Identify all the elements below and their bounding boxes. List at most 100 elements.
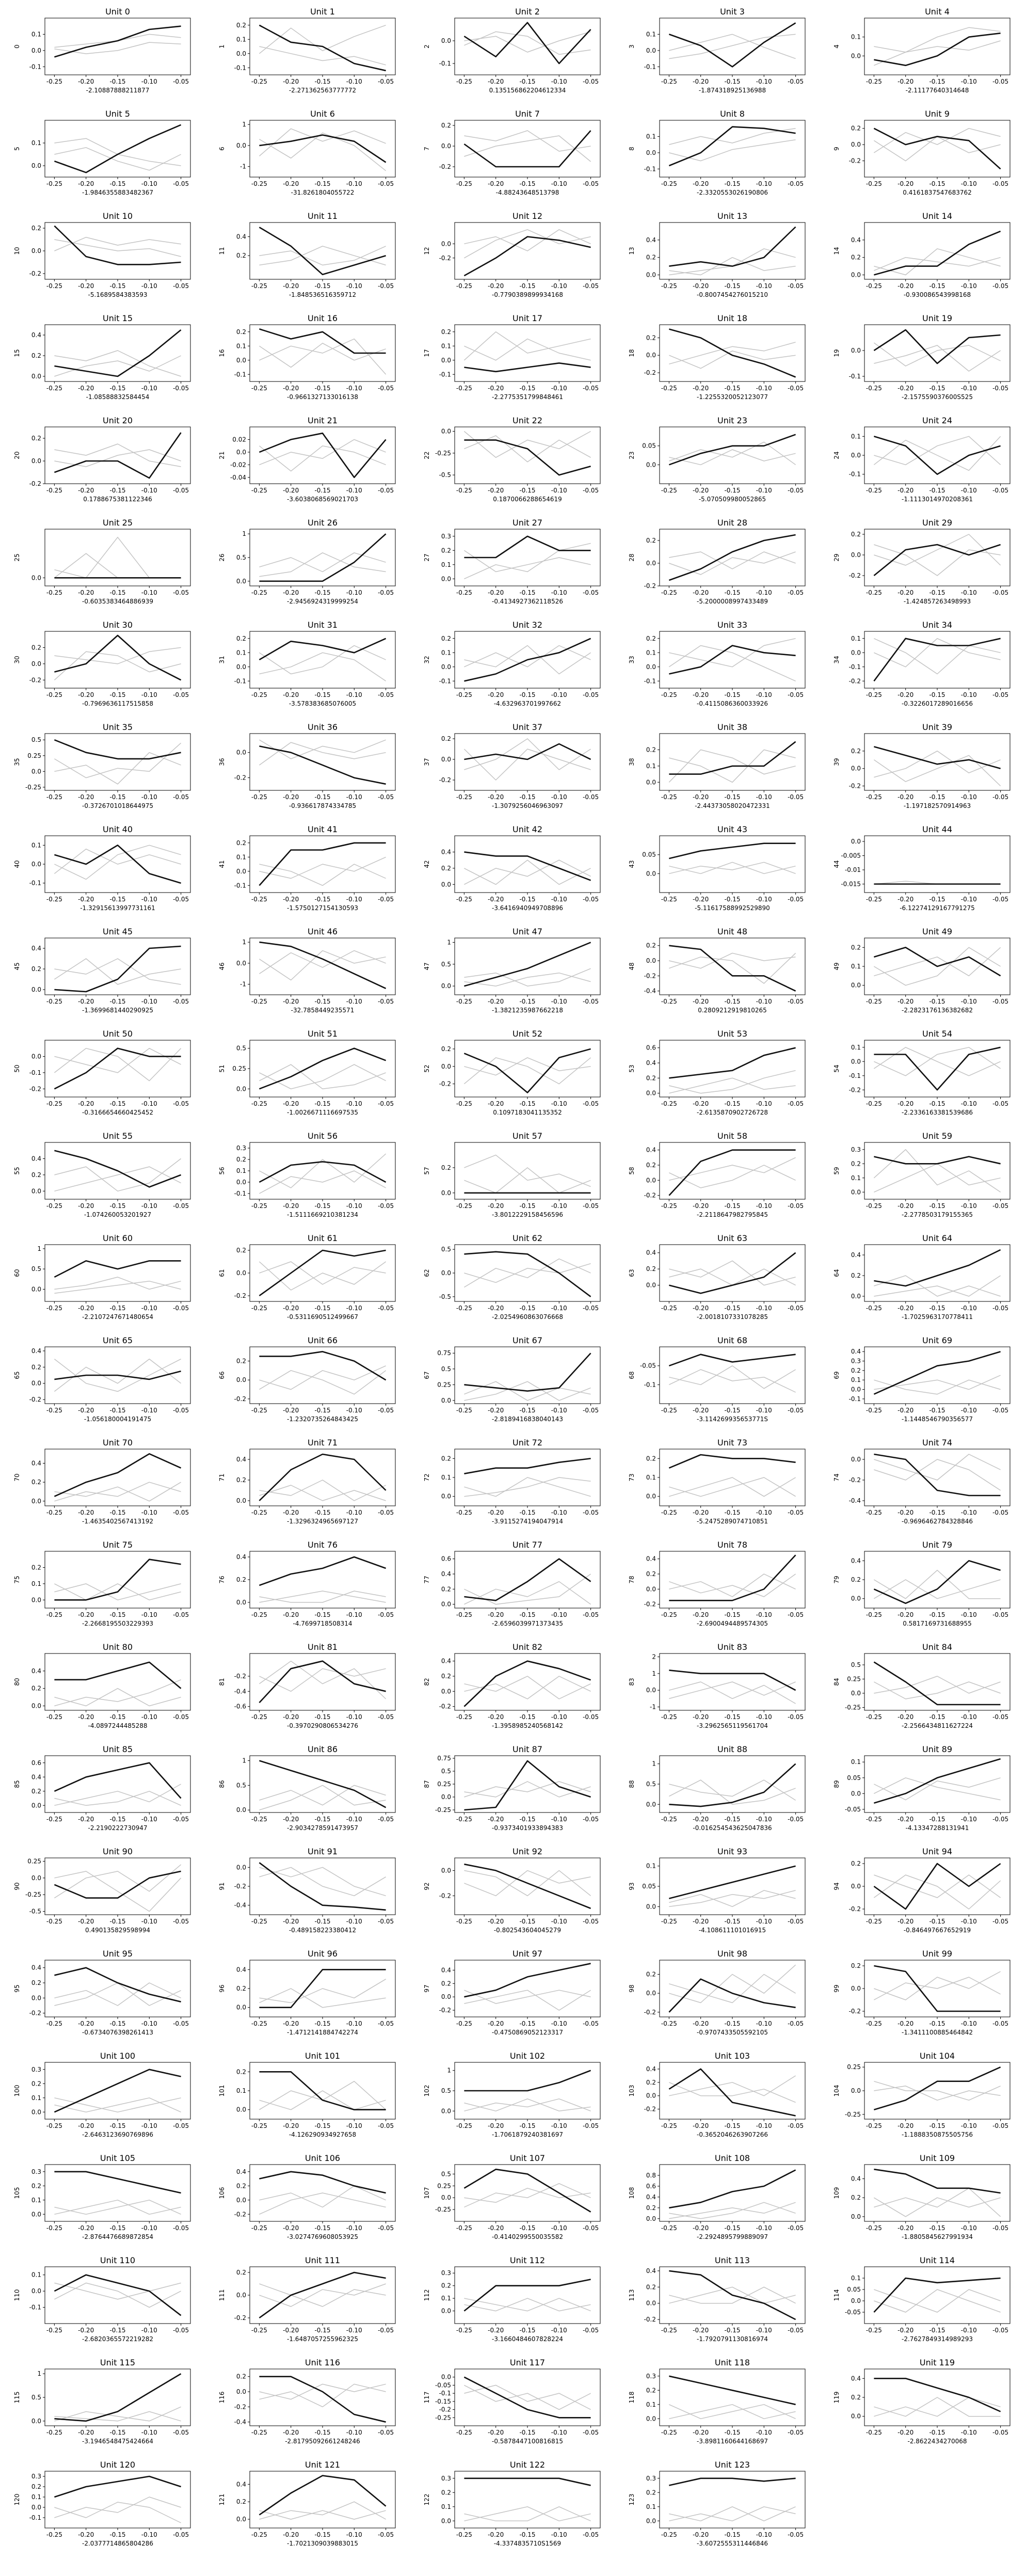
subplot-title: Unit 63 bbox=[717, 1233, 747, 1243]
y-axis-label: 108 bbox=[628, 2187, 635, 2199]
y-axis-label: 118 bbox=[628, 2392, 635, 2404]
x-tick-label: -0.05 bbox=[583, 1202, 599, 1210]
y-tick-label: 0.0 bbox=[31, 2211, 41, 2218]
subplot-title: Unit 61 bbox=[308, 1233, 338, 1243]
x-axis-label: -3.8981160644168697 bbox=[697, 2438, 768, 2445]
x-tick-label: -0.25 bbox=[456, 2020, 472, 2027]
series-line-main bbox=[873, 1350, 1001, 1395]
x-tick-label: -0.20 bbox=[897, 1713, 913, 1721]
y-tick-label: 0.2 bbox=[236, 2182, 246, 2189]
series-line-main bbox=[874, 1453, 1001, 1497]
y-axis-label: 45 bbox=[13, 962, 21, 970]
y-tick-label: 0.1 bbox=[31, 2271, 41, 2279]
x-tick-label: -0.05 bbox=[173, 2020, 189, 2027]
subplot-title: Unit 50 bbox=[103, 1029, 133, 1039]
x-axis-label: -1.874318925136988 bbox=[699, 87, 766, 94]
y-axis-label: 86 bbox=[218, 1780, 226, 1788]
series-line-aux bbox=[54, 2282, 181, 2308]
subplot: Unit 71-0.25 -0.20 -0.15 -0.10 -0.050.00.20.… bbox=[218, 1438, 396, 1525]
series-line-aux bbox=[259, 2283, 386, 2307]
x-tick-label: -0.05 bbox=[788, 1305, 804, 1312]
y-tick-label: 0.5 bbox=[236, 1782, 246, 1789]
series-line-aux bbox=[669, 952, 796, 969]
x-axis-label: -2.2924895799889097 bbox=[697, 2233, 768, 2240]
y-tick-label: -0.2 bbox=[849, 677, 861, 685]
y-tick-label: 0.2 bbox=[236, 22, 246, 29]
x-axis-label: -1.5111669210381234 bbox=[287, 1211, 358, 1218]
x-tick-label: -0.10 bbox=[141, 2429, 157, 2436]
y-tick-label: 0.2 bbox=[236, 1476, 246, 1484]
x-tick-label: -0.05 bbox=[583, 2327, 599, 2334]
series-line-aux bbox=[874, 1454, 1001, 1481]
x-tick-label: -0.25 bbox=[251, 1202, 267, 1210]
x-axis-label: -0.4134927362118526 bbox=[492, 598, 563, 605]
y-tick-label: 0.0 bbox=[441, 37, 451, 44]
x-tick-label: -0.20 bbox=[283, 2224, 299, 2232]
x-axis-label: -5.11617588992529890 bbox=[695, 904, 770, 912]
y-axis-label: 33 bbox=[628, 656, 635, 663]
x-tick-label: -0.20 bbox=[488, 1407, 504, 1414]
y-tick-label: 0.0 bbox=[441, 2194, 451, 2201]
series-line-aux bbox=[259, 2192, 386, 2215]
axes-frame bbox=[864, 733, 1011, 791]
x-tick-label: -0.15 bbox=[519, 1816, 535, 1823]
y-tick-label: 0.0 bbox=[236, 578, 246, 585]
x-tick-label: -0.25 bbox=[661, 1816, 677, 1823]
x-tick-label: -0.20 bbox=[488, 1305, 504, 1312]
y-tick-label: 0.2 bbox=[441, 735, 451, 742]
x-tick-label: -0.10 bbox=[551, 1611, 567, 1618]
x-tick-label: -0.15 bbox=[109, 998, 125, 1005]
x-tick-label: -0.10 bbox=[756, 2020, 772, 2027]
series-line-aux bbox=[669, 2202, 796, 2219]
series-line-aux bbox=[669, 1165, 796, 1188]
y-tick-label: 0.2 bbox=[31, 965, 41, 973]
subplot-title: Unit 62 bbox=[512, 1233, 542, 1243]
y-tick-label: 0.4 bbox=[236, 2480, 246, 2488]
subplot-title: Unit 97 bbox=[512, 1949, 542, 1959]
x-tick-label: -0.15 bbox=[519, 998, 535, 1005]
subplot-title: Unit 114 bbox=[920, 2255, 955, 2265]
x-axis-label: -0.7969636117515858 bbox=[82, 700, 153, 707]
series-line-aux bbox=[259, 338, 387, 375]
y-tick-label: 0.0 bbox=[441, 240, 451, 247]
x-tick-label: -0.15 bbox=[109, 180, 125, 187]
series-line-main bbox=[464, 1760, 591, 1811]
y-axis-label: 110 bbox=[13, 2289, 21, 2301]
x-tick-label: -0.05 bbox=[173, 2531, 189, 2538]
x-tick-label: -0.20 bbox=[693, 1509, 709, 1516]
series-line-aux bbox=[669, 749, 796, 783]
series-line-aux bbox=[259, 1064, 386, 1090]
x-tick-label: -0.15 bbox=[519, 1611, 535, 1618]
y-tick-label: 0.1 bbox=[236, 36, 246, 43]
axes-frame bbox=[864, 222, 1011, 280]
x-tick-label: -0.15 bbox=[314, 2122, 330, 2129]
y-tick-label: 0.0 bbox=[31, 2287, 41, 2295]
y-axis-label: 49 bbox=[833, 962, 840, 970]
series-line-main bbox=[464, 1558, 591, 1601]
x-tick-label: -0.15 bbox=[724, 691, 740, 698]
x-tick-label: -0.15 bbox=[724, 1816, 740, 1823]
series-line-aux bbox=[464, 1263, 591, 1283]
subplot: Unit 33-0.25 -0.20 -0.15 -0.10 -0.05-0.10.00… bbox=[628, 620, 806, 707]
series-line-aux bbox=[259, 1867, 386, 1897]
series-line-main bbox=[668, 534, 796, 581]
x-tick-label: -0.25 bbox=[251, 1305, 267, 1312]
y-axis-label: 82 bbox=[423, 1678, 430, 1685]
y-axis-label: 6 bbox=[218, 147, 226, 151]
x-tick-label: -0.10 bbox=[141, 1713, 157, 1721]
series-line-main bbox=[259, 2271, 386, 2319]
series-line-aux bbox=[874, 1379, 1001, 1395]
x-axis-label: -0.3226017289016656 bbox=[902, 700, 973, 707]
x-tick-label: -0.25 bbox=[251, 1816, 267, 1823]
x-tick-label: -0.15 bbox=[109, 2224, 125, 2232]
y-tick-label: 0.2 bbox=[31, 1979, 41, 1986]
series-line-main bbox=[259, 1660, 386, 1704]
series-line-aux bbox=[54, 742, 182, 778]
x-tick-label: -0.20 bbox=[897, 589, 913, 596]
subplot-title: Unit 18 bbox=[717, 313, 747, 323]
subplot: Unit 113-0.25 -0.20 -0.15 -0.10 -0.05-0.20.0… bbox=[628, 2255, 806, 2343]
x-axis-label: -2.81795092661248246 bbox=[285, 2438, 360, 2445]
series-line-aux bbox=[874, 1676, 1001, 1694]
series-line-aux bbox=[54, 1482, 181, 1502]
x-tick-label: -0.05 bbox=[173, 793, 189, 801]
